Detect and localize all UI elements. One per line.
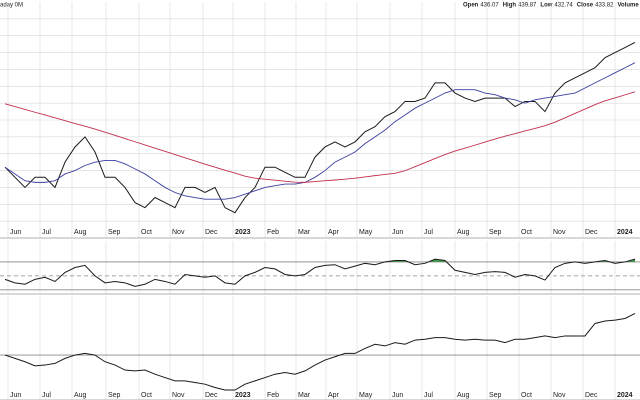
- x-tick-label: Nov: [553, 229, 566, 236]
- x-tick-label: May: [359, 229, 373, 236]
- x-tick-label: Jun: [392, 229, 403, 236]
- stat-value: 432.74: [554, 3, 573, 9]
- x-tick-label: Sep: [489, 392, 502, 399]
- x-tick-label: Nov: [172, 392, 185, 399]
- x-tick-label: Oct: [141, 392, 152, 399]
- x-tick-label: Aug: [74, 392, 87, 399]
- x-tick-label: Dec: [585, 392, 598, 399]
- stat-label: Open: [463, 3, 479, 9]
- x-tick-label: Jun: [392, 392, 403, 399]
- x-tick-label: 2024: [617, 392, 633, 399]
- header-left: aday 0M: [0, 3, 23, 9]
- x-tick-label: Nov: [172, 229, 185, 236]
- x-tick-label: Aug: [457, 229, 470, 236]
- stat-value: 433.82: [595, 3, 614, 9]
- x-tick-label: 2023: [235, 392, 251, 399]
- series-line: [4, 258, 636, 287]
- x-tick-label: Aug: [457, 392, 470, 399]
- stat-label: Low: [540, 3, 552, 9]
- stat-label: Volume: [617, 3, 639, 9]
- x-tick-label: Dec: [205, 229, 218, 236]
- x-tick-label: Jun: [10, 392, 21, 399]
- x-tick-label: Apr: [328, 392, 340, 399]
- x-tick-label: Nov: [553, 392, 566, 399]
- x-tick-label: Aug: [74, 229, 87, 236]
- x-tick-label: Dec: [585, 229, 598, 236]
- x-tick-label: May: [359, 392, 373, 399]
- x-tick-label: Mar: [298, 229, 311, 236]
- x-tick-label: Jul: [424, 229, 433, 236]
- x-tick-label: Sep: [108, 229, 121, 236]
- x-tick-label: Apr: [328, 229, 340, 236]
- series-line: [4, 91, 636, 183]
- x-tick-label: Sep: [108, 392, 121, 399]
- x-tick-label: Oct: [141, 229, 152, 236]
- x-tick-label: Feb: [267, 229, 279, 236]
- x-tick-label: Dec: [205, 392, 218, 399]
- x-tick-label: Jun: [10, 229, 21, 236]
- x-tick-label: Mar: [298, 392, 311, 399]
- stat-label: Close: [577, 3, 594, 9]
- header: aday 0M Open 436.07 High 439.87 Low 432.74 Clos…: [0, 3, 639, 9]
- stat-value: 439.87: [518, 3, 537, 9]
- x-tick-label: Jul: [42, 229, 51, 236]
- x-tick-label: 2023: [235, 229, 251, 236]
- x-tick-label: Jul: [42, 392, 51, 399]
- x-tick-label: Jul: [424, 392, 433, 399]
- x-tick-label: Oct: [521, 229, 532, 236]
- x-tick-label: Oct: [521, 392, 532, 399]
- x-tick-label: Feb: [267, 392, 279, 399]
- stat-label: High: [503, 3, 517, 9]
- series-line: [4, 62, 636, 200]
- stat-value: 436.07: [480, 3, 499, 9]
- x-tick-label: 2024: [617, 229, 633, 236]
- x-tick-label: Sep: [489, 229, 502, 236]
- series-line: [4, 313, 636, 391]
